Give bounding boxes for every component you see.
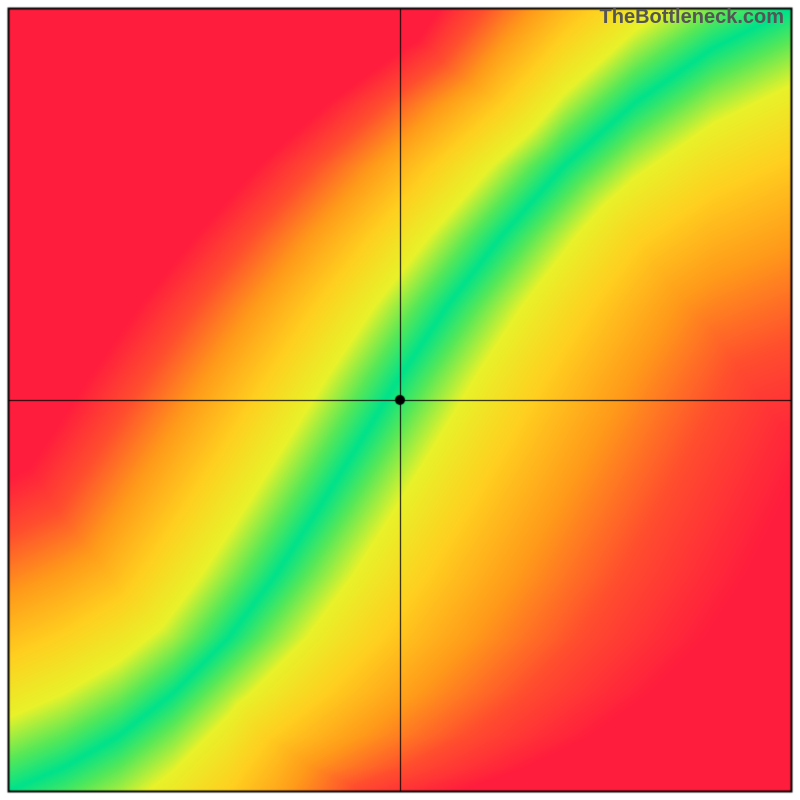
chart-container: { "watermark": { "text": "TheBottleneck.… [0, 0, 800, 800]
bottleneck-heatmap [0, 0, 800, 800]
